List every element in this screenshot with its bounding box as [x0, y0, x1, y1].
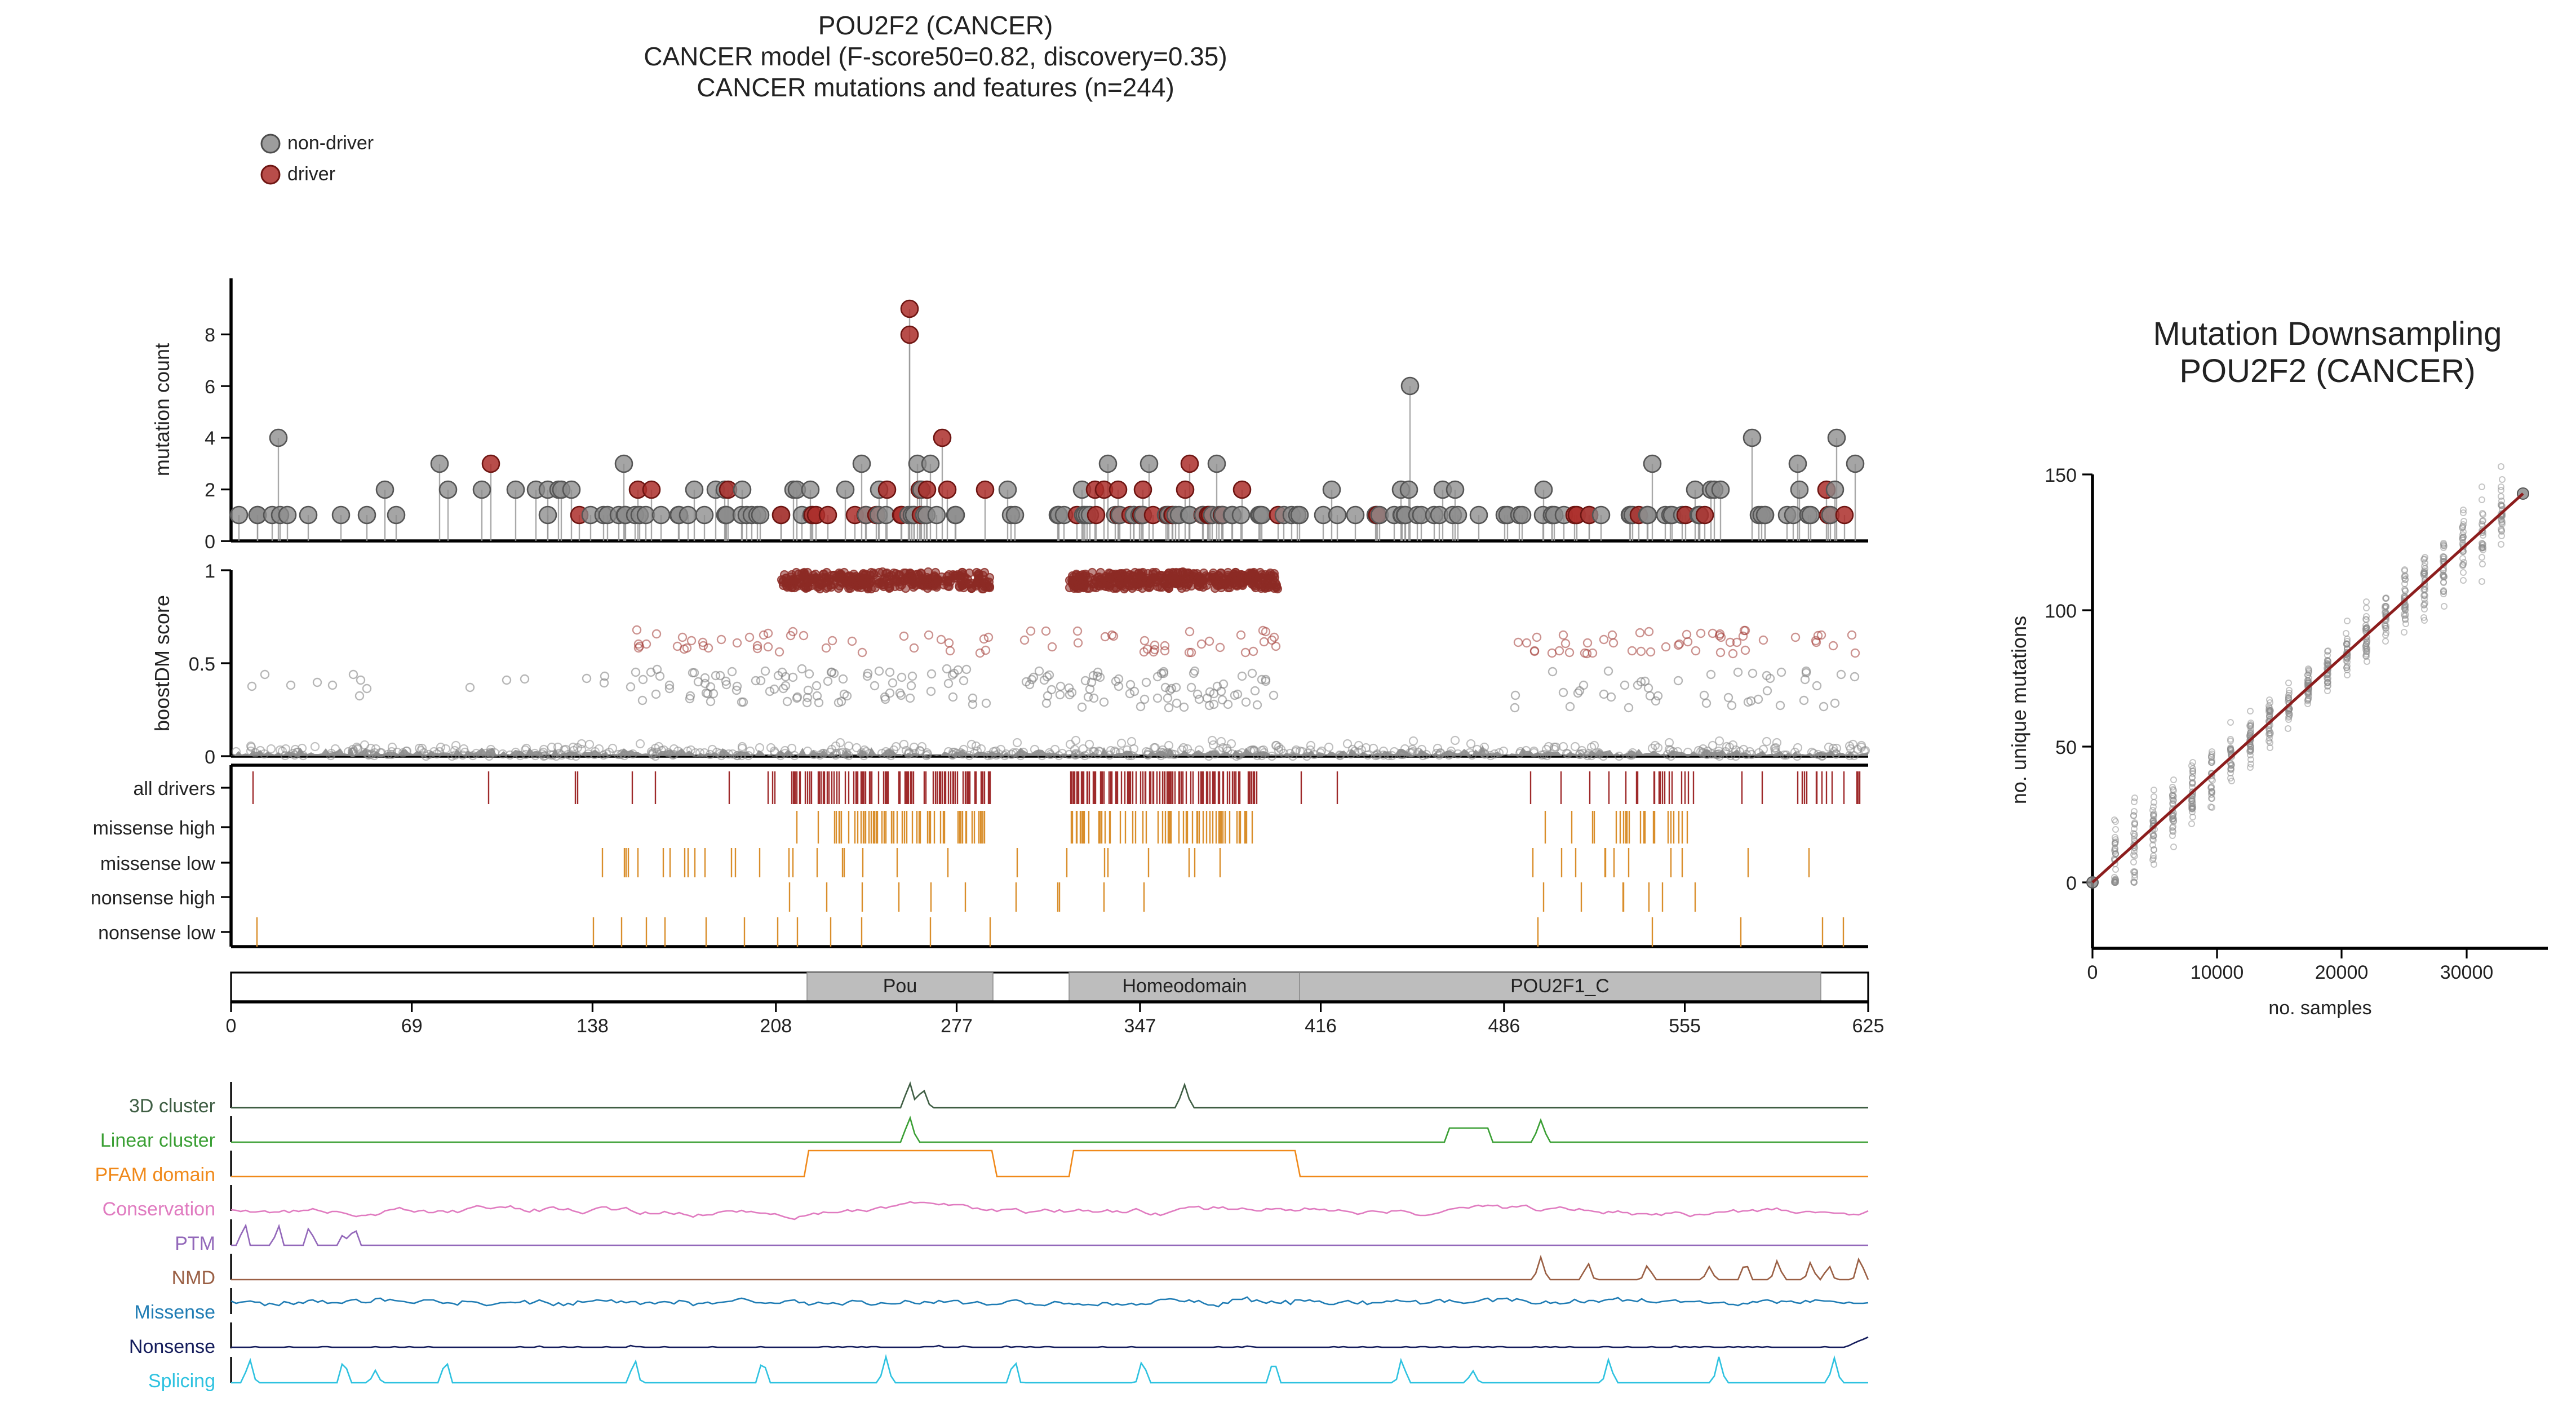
svg-text:PFAM domain: PFAM domain [95, 1164, 215, 1186]
svg-text:Nonsense: Nonsense [129, 1336, 215, 1357]
svg-text:555: 555 [1669, 1015, 1701, 1037]
svg-text:4: 4 [205, 428, 215, 449]
svg-text:277: 277 [941, 1015, 973, 1037]
svg-text:8: 8 [205, 325, 215, 346]
svg-text:2: 2 [205, 480, 215, 501]
svg-text:1: 1 [205, 561, 215, 582]
svg-text:nonsense low: nonsense low [98, 922, 215, 944]
svg-text:6: 6 [205, 376, 215, 398]
svg-text:0: 0 [205, 531, 215, 553]
svg-text:0: 0 [2087, 962, 2098, 983]
svg-text:Missense: Missense [134, 1302, 215, 1323]
svg-text:mutation count: mutation count [150, 343, 174, 476]
svg-text:150: 150 [2045, 465, 2077, 486]
svg-text:0.5: 0.5 [189, 654, 215, 675]
svg-text:0: 0 [2066, 873, 2077, 894]
svg-text:Mutation Downsampling: Mutation Downsampling [2153, 316, 2502, 352]
svg-text:3D cluster: 3D cluster [129, 1095, 215, 1117]
svg-text:0: 0 [226, 1015, 237, 1037]
svg-text:PTM: PTM [175, 1233, 215, 1254]
svg-text:Linear cluster: Linear cluster [100, 1130, 215, 1151]
svg-text:625: 625 [1852, 1015, 1885, 1037]
svg-text:100: 100 [2045, 601, 2077, 622]
svg-text:NMD: NMD [172, 1267, 215, 1289]
svg-text:50: 50 [2055, 737, 2077, 758]
svg-text:10000: 10000 [2191, 962, 2244, 983]
svg-text:138: 138 [577, 1015, 609, 1037]
svg-text:missense high: missense high [93, 818, 215, 839]
svg-text:20000: 20000 [2315, 962, 2369, 983]
svg-text:POU2F2 (CANCER): POU2F2 (CANCER) [2179, 353, 2475, 389]
svg-text:missense low: missense low [100, 853, 216, 875]
svg-text:boostDM score: boostDM score [150, 595, 174, 731]
svg-text:69: 69 [401, 1015, 423, 1037]
svg-text:Conservation: Conservation [103, 1199, 215, 1220]
svg-text:486: 486 [1488, 1015, 1520, 1037]
svg-text:no. unique mutations: no. unique mutations [2007, 616, 2030, 804]
svg-text:Homeodomain: Homeodomain [1122, 975, 1247, 997]
svg-text:nonsense high: nonsense high [91, 887, 215, 909]
svg-text:0: 0 [205, 747, 215, 768]
svg-text:Pou: Pou [883, 975, 917, 997]
svg-text:347: 347 [1124, 1015, 1156, 1037]
svg-text:POU2F1_C: POU2F1_C [1510, 975, 1610, 997]
svg-text:416: 416 [1305, 1015, 1337, 1037]
svg-text:30000: 30000 [2440, 962, 2494, 983]
svg-text:no. samples: no. samples [2268, 997, 2371, 1019]
svg-text:all drivers: all drivers [134, 778, 215, 800]
svg-text:208: 208 [760, 1015, 792, 1037]
svg-text:Splicing: Splicing [148, 1370, 215, 1392]
